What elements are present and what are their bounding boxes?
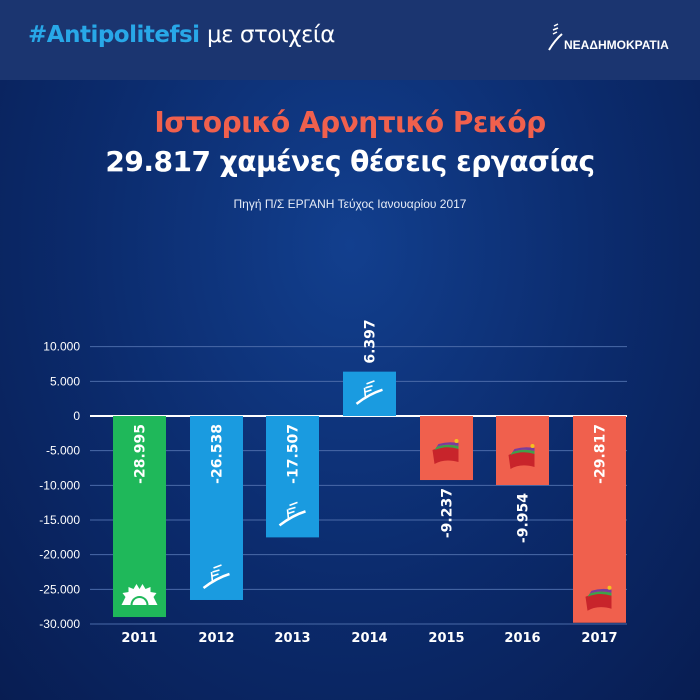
bar-2011: [113, 416, 166, 618]
y-tick-label: -25.000: [39, 582, 80, 596]
y-tick-label: 0: [73, 409, 80, 423]
hashtag: #Antipolitefsi: [28, 22, 200, 48]
value-label: -29.817: [593, 424, 609, 484]
y-tick-label: -5.000: [46, 444, 80, 458]
x-tick-label: 2013: [274, 631, 310, 646]
syriza-flag-icon: [508, 444, 535, 470]
x-tick-label: 2016: [504, 631, 540, 646]
value-label: 6.397: [363, 319, 379, 363]
value-label: -9.237: [440, 488, 456, 538]
syriza-flag-icon: [585, 585, 612, 611]
chart-subtitle: 29.817 χαμένες θέσεις εργασίας: [105, 145, 595, 178]
y-tick-label: -15.000: [39, 513, 80, 527]
sun-icon: [121, 584, 158, 606]
y-tick-label: -20.000: [39, 548, 80, 562]
value-label: -17.507: [286, 424, 302, 484]
nd-logo-icon: [202, 564, 230, 589]
y-tick-label: -30.000: [39, 617, 80, 631]
value-label: -9.954: [516, 493, 532, 543]
nd-logo-icon: [278, 501, 306, 527]
x-tick-label: 2015: [428, 631, 464, 646]
chart-title: Ιστορικό Αρνητικό Ρεκόρ: [154, 106, 546, 139]
x-tick-label: 2017: [581, 631, 617, 646]
x-tick-label: 2014: [351, 631, 387, 646]
x-tick-label: 2012: [198, 631, 234, 646]
y-tick-label: 5.000: [50, 374, 80, 388]
logo-text: ΝΕΑΔΗΜΟΚΡΑΤΙΑ: [564, 38, 669, 52]
bar-2014: [343, 371, 396, 416]
x-tick-label: 2011: [121, 631, 157, 646]
bar-2017: [573, 416, 626, 623]
y-tick-label: 10.000: [43, 340, 80, 354]
nd-logo-icon: [548, 23, 563, 51]
nd-logo: ΝΕΑΔΗΜΟΚΡΑΤΙΑ: [546, 22, 676, 62]
hashtag-title: #Antipolitefsi με στοιχεία: [28, 22, 335, 48]
header-band: #Antipolitefsi με στοιχεία ΝΕΑΔΗΜΟΚΡΑΤΙΑ: [0, 0, 700, 80]
value-label: -28.995: [133, 424, 149, 484]
chart-source: Πηγή Π/Σ ΕΡΓΑΝΗ Τεύχος Ιανουαρίου 2017: [233, 197, 467, 211]
value-label: -26.538: [210, 424, 226, 484]
hashtag-rest: με στοιχεία: [207, 22, 335, 48]
y-tick-label: -10.000: [39, 478, 80, 492]
bar-2012: [190, 416, 243, 600]
syriza-flag-icon: [432, 439, 459, 465]
nd-logo-icon: [355, 380, 383, 405]
